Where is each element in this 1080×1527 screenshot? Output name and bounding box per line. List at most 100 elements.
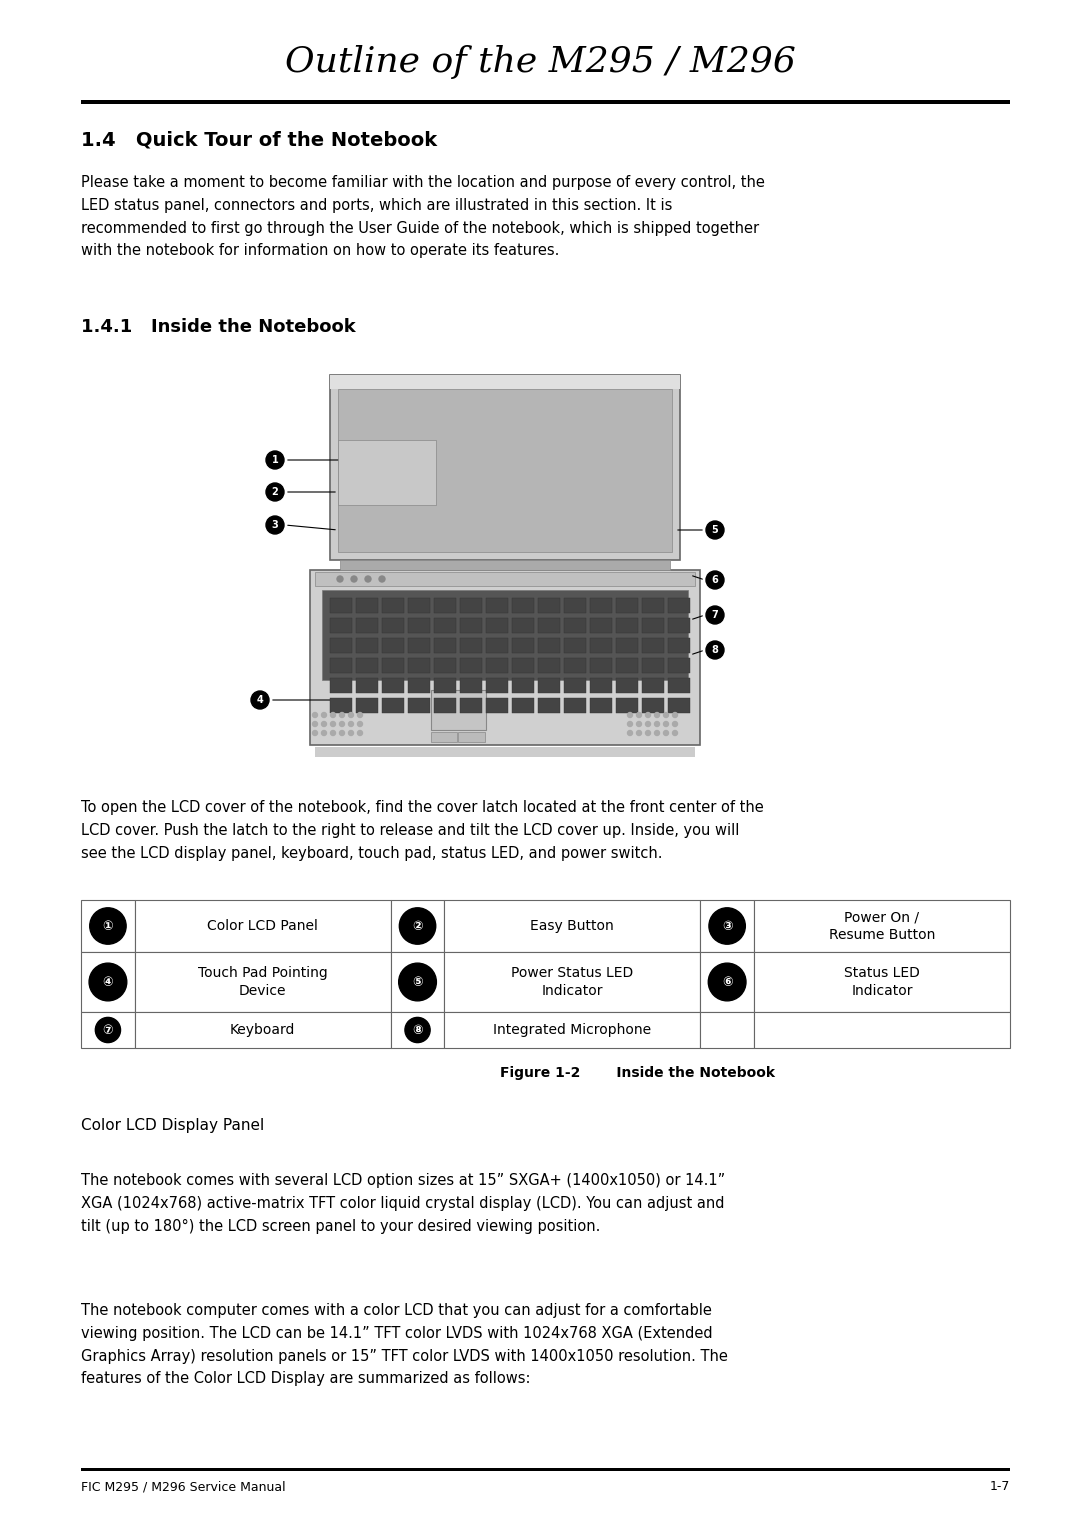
Bar	[391, 1012, 445, 1048]
Text: Inside the Notebook: Inside the Notebook	[592, 1066, 775, 1080]
Bar	[434, 618, 456, 634]
Text: ⑤: ⑤	[413, 976, 423, 988]
Bar	[445, 1012, 700, 1048]
Bar	[310, 570, 700, 745]
Bar	[356, 678, 378, 693]
Bar	[382, 618, 404, 634]
Bar	[512, 698, 534, 713]
Circle shape	[322, 730, 326, 736]
Circle shape	[312, 713, 318, 718]
Circle shape	[349, 721, 353, 727]
Bar	[486, 698, 508, 713]
Circle shape	[706, 521, 724, 539]
Bar	[616, 658, 638, 673]
Circle shape	[312, 730, 318, 736]
Bar	[669, 638, 690, 654]
Circle shape	[636, 713, 642, 718]
Bar	[669, 698, 690, 713]
Bar	[669, 658, 690, 673]
Bar	[391, 951, 445, 1012]
Bar	[330, 638, 352, 654]
Circle shape	[365, 576, 372, 582]
Bar	[408, 618, 430, 634]
Text: Power On /
Resume Button: Power On / Resume Button	[828, 910, 935, 942]
Circle shape	[339, 713, 345, 718]
Bar	[434, 638, 456, 654]
Bar	[564, 698, 586, 713]
Bar	[434, 678, 456, 693]
Bar	[538, 678, 561, 693]
Circle shape	[349, 713, 353, 718]
Text: ⑥: ⑥	[721, 976, 732, 988]
Bar	[642, 698, 664, 713]
Bar	[434, 658, 456, 673]
Text: 1.4.1   Inside the Notebook: 1.4.1 Inside the Notebook	[81, 318, 355, 336]
Bar	[754, 1012, 1010, 1048]
Bar	[642, 658, 664, 673]
Circle shape	[654, 721, 660, 727]
Bar	[590, 698, 612, 713]
Bar	[460, 678, 482, 693]
Text: 1: 1	[272, 455, 279, 466]
Bar	[340, 560, 670, 570]
Bar	[460, 638, 482, 654]
Bar	[135, 1012, 391, 1048]
Text: 5: 5	[712, 525, 718, 534]
Bar	[700, 899, 754, 951]
Circle shape	[339, 730, 345, 736]
Text: Please take a moment to become familiar with the location and purpose of every c: Please take a moment to become familiar …	[81, 176, 765, 258]
Circle shape	[349, 730, 353, 736]
Bar	[512, 638, 534, 654]
Text: 6: 6	[712, 576, 718, 585]
Bar	[330, 678, 352, 693]
Bar	[512, 618, 534, 634]
Circle shape	[322, 713, 326, 718]
Circle shape	[337, 576, 343, 582]
Circle shape	[673, 721, 677, 727]
Circle shape	[663, 721, 669, 727]
Text: FIC M295 / M296 Service Manual: FIC M295 / M296 Service Manual	[81, 1480, 285, 1493]
Bar	[81, 1012, 135, 1048]
Text: Color LCD Display Panel: Color LCD Display Panel	[81, 1118, 265, 1133]
Text: To open the LCD cover of the notebook, find the cover latch located at the front: To open the LCD cover of the notebook, f…	[81, 800, 764, 861]
Circle shape	[646, 713, 650, 718]
Circle shape	[251, 692, 269, 709]
Circle shape	[627, 713, 633, 718]
Bar	[356, 698, 378, 713]
Bar	[486, 599, 508, 612]
Bar	[391, 899, 445, 951]
Text: 3: 3	[272, 521, 279, 530]
Bar	[538, 698, 561, 713]
Text: Outline of the M295 / M296: Outline of the M295 / M296	[284, 44, 796, 79]
Bar	[700, 1012, 754, 1048]
Bar	[512, 658, 534, 673]
Circle shape	[646, 730, 650, 736]
Bar	[538, 618, 561, 634]
Bar	[458, 731, 485, 742]
Circle shape	[399, 964, 436, 1000]
Bar	[356, 658, 378, 673]
Bar	[408, 678, 430, 693]
Bar	[445, 951, 700, 1012]
Bar	[642, 599, 664, 612]
Circle shape	[90, 907, 126, 944]
Bar	[322, 589, 688, 680]
Bar	[486, 658, 508, 673]
Circle shape	[636, 721, 642, 727]
Text: ②: ②	[413, 919, 423, 933]
Circle shape	[266, 450, 284, 469]
Bar	[460, 618, 482, 634]
Bar	[616, 618, 638, 634]
Bar	[754, 951, 1010, 1012]
Bar	[512, 678, 534, 693]
Circle shape	[312, 721, 318, 727]
Circle shape	[266, 483, 284, 501]
Bar	[460, 658, 482, 673]
Text: 8: 8	[712, 644, 718, 655]
Circle shape	[357, 713, 363, 718]
Bar	[512, 599, 534, 612]
Bar	[590, 658, 612, 673]
Bar	[330, 618, 352, 634]
Bar	[564, 658, 586, 673]
Bar	[434, 698, 456, 713]
